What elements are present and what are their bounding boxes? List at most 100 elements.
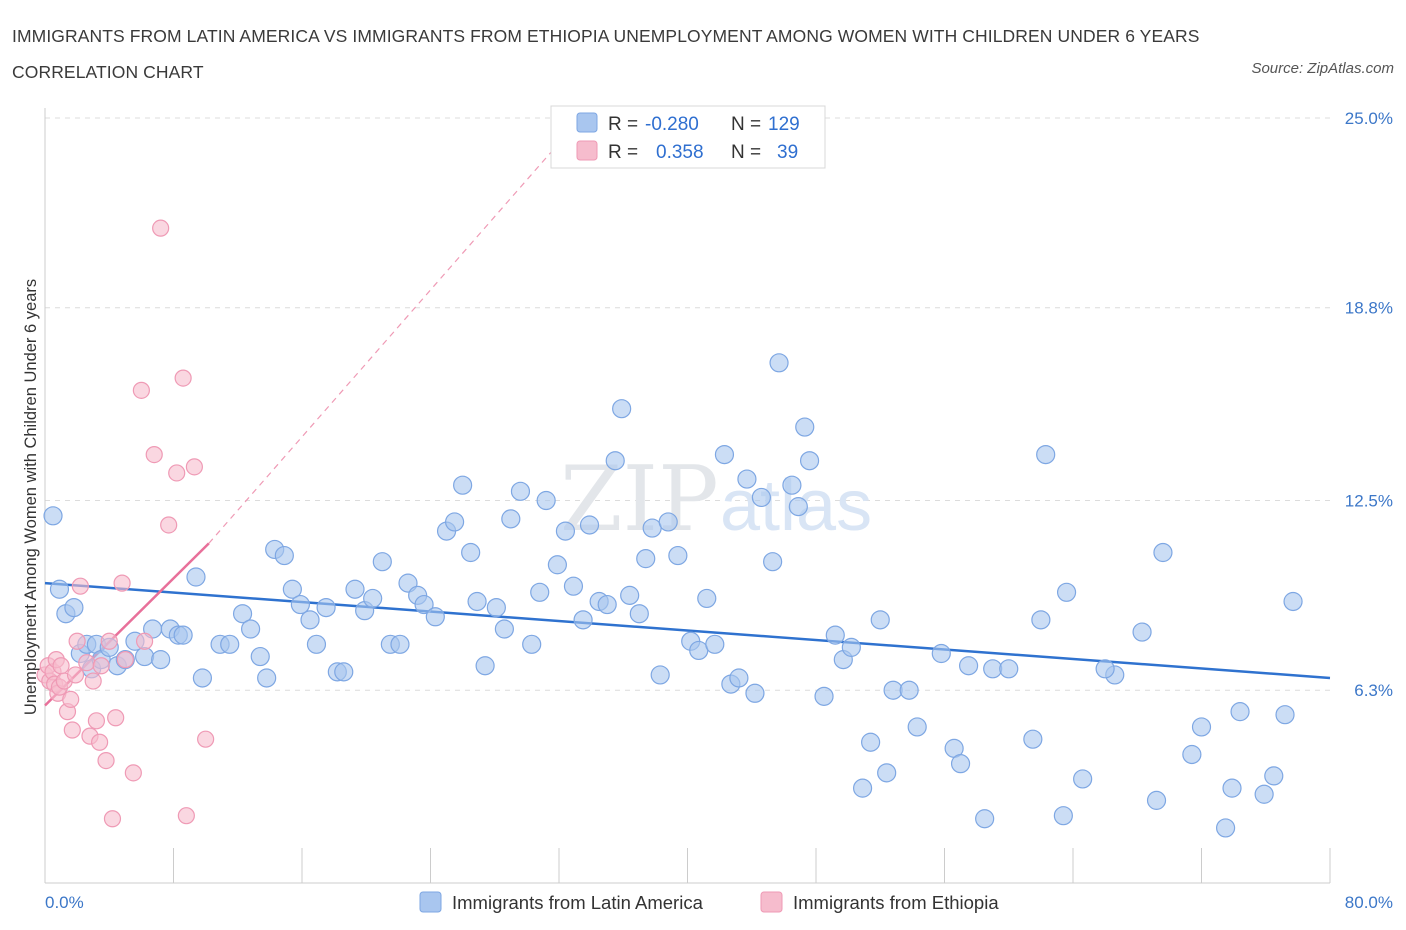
latin-america-point	[814, 686, 834, 706]
latin-america-point	[729, 668, 749, 688]
latin-america-point	[282, 579, 302, 599]
x-tick-label: 80.0%	[1345, 893, 1393, 912]
latin-america-point	[345, 579, 365, 599]
latin-america-point	[467, 591, 487, 612]
latin-america-point	[453, 475, 473, 495]
latin-america-point	[745, 683, 765, 703]
latin-america-point	[795, 417, 815, 437]
latin-america-point	[522, 634, 542, 654]
latin-america-point	[257, 668, 277, 688]
legend-n-label: N =	[731, 142, 761, 163]
ethiopia-point	[124, 764, 142, 782]
ethiopia-point	[78, 654, 96, 672]
latin-america-point	[1073, 769, 1093, 789]
ethiopia-point	[100, 632, 118, 650]
latin-america-point	[825, 625, 845, 645]
latin-america-point	[788, 497, 808, 517]
latin-america-point	[1031, 610, 1051, 630]
latin-america-point	[475, 656, 495, 676]
legend-n-value: 39	[777, 142, 798, 163]
latin-america-point	[861, 732, 881, 752]
correlation-legend: R = -0.280 N = 129 R = 0.358 N = 39	[550, 105, 826, 169]
latin-america-point	[425, 607, 445, 627]
latin-america-point	[1095, 659, 1115, 679]
latin-america-point	[907, 717, 927, 737]
x-tick-labels: 0.0% 80.0%	[45, 893, 1393, 912]
latin-america-point	[1222, 778, 1242, 798]
y-tick-label: 25.0%	[1345, 109, 1393, 128]
latin-america-point	[555, 521, 576, 541]
latin-america-point	[186, 567, 206, 587]
latin-america-point	[642, 518, 662, 538]
latin-america-point	[274, 545, 294, 566]
source-credit: Source: ZipAtlas.com	[1251, 60, 1394, 77]
latin-america-point	[1264, 766, 1284, 786]
latin-america-point	[486, 597, 506, 618]
latin-america-point	[390, 634, 410, 654]
latin-america-point	[950, 754, 971, 774]
latin-america-point	[958, 656, 979, 676]
legend-r-value: 0.358	[656, 142, 704, 163]
ethiopia-point	[84, 672, 102, 690]
latin-america-point	[501, 509, 521, 529]
ethiopia-point	[103, 810, 122, 828]
series-swatch-ethiopia	[760, 891, 783, 913]
y-tick-label: 6.3%	[1354, 681, 1393, 700]
ethiopia-point	[197, 730, 215, 748]
latin-america-point	[697, 588, 717, 609]
latin-america-point	[689, 640, 709, 661]
ethiopia-point	[92, 657, 110, 675]
ethiopia-point	[168, 464, 186, 482]
latin-america-point	[1146, 790, 1167, 810]
latin-america-point	[705, 634, 725, 654]
legend-r-label: R =	[608, 142, 638, 163]
ethiopia-point	[135, 632, 154, 650]
latin-america-point	[220, 634, 240, 654]
latin-america-point	[363, 588, 383, 609]
latin-america-point	[334, 662, 354, 682]
latin-america-point	[1023, 729, 1043, 749]
ethiopia-point	[132, 381, 150, 399]
latin-america-point	[134, 646, 155, 667]
latin-america-point	[852, 778, 873, 798]
legend-n-label: N =	[731, 114, 761, 135]
latin-america-point	[1053, 806, 1073, 826]
latin-america-point	[1191, 717, 1212, 737]
latin-america-point	[49, 579, 70, 599]
latin-america-point	[414, 594, 434, 615]
ethiopia-point	[87, 712, 106, 730]
latin-america-point	[799, 451, 820, 471]
latin-america-point	[573, 610, 593, 630]
series-label-ethiopia: Immigrants from Ethiopia	[793, 892, 999, 913]
y-axis-label: Unemployment Among Women with Children U…	[22, 279, 40, 715]
ethiopia-point	[185, 458, 203, 476]
latin-america-point	[530, 582, 550, 602]
series-legend: Immigrants from Latin America Immigrants…	[419, 891, 999, 913]
latin-america-point	[232, 604, 253, 624]
legend-swatch-ethiopia	[576, 140, 598, 161]
y-tick-label: 18.8%	[1345, 299, 1393, 318]
ethiopia-point	[177, 807, 195, 825]
latin-america-point	[250, 646, 270, 667]
ethiopia-point	[63, 721, 81, 739]
latin-america-point	[579, 515, 600, 535]
latin-america-point	[547, 555, 567, 575]
latin-america-point	[173, 625, 193, 645]
legend-swatch-latin-america	[576, 112, 598, 133]
latin-america-point	[64, 597, 84, 618]
ethiopia-point	[113, 574, 131, 592]
grid-lines	[45, 117, 1330, 691]
x-tick-label: 0.0%	[45, 893, 84, 912]
latin-america-point	[494, 619, 514, 639]
latin-america-point	[1132, 622, 1152, 642]
latin-america-point	[658, 512, 678, 532]
latin-america-point	[151, 650, 171, 670]
legend-r-label: R =	[608, 114, 638, 135]
ethiopia-point	[160, 516, 178, 534]
latin-america-point	[751, 487, 771, 508]
chart-title: IMMIGRANTS FROM LATIN AMERICA VS IMMIGRA…	[12, 26, 1200, 82]
latin-america-point	[300, 610, 320, 630]
latin-america-point	[899, 680, 919, 700]
data-points	[36, 219, 1303, 838]
